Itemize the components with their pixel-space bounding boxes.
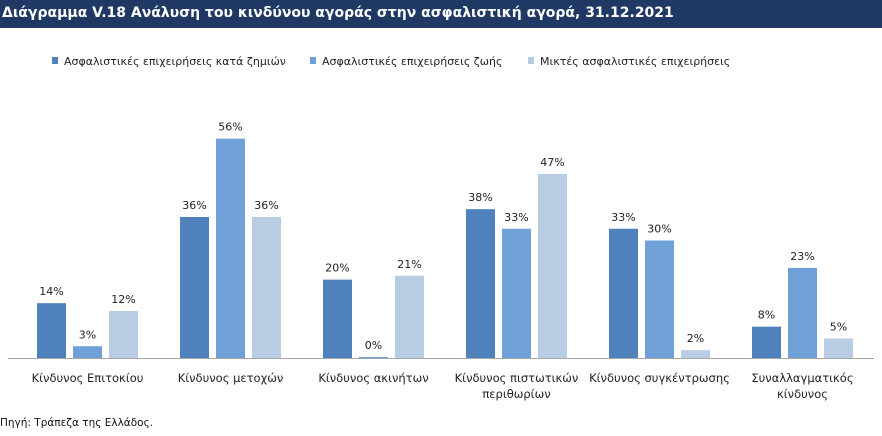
data-label: 14%: [39, 285, 63, 298]
legend-label: Ασφαλιστικές επιχειρήσεις κατά ζημιών: [64, 55, 286, 68]
bar: [681, 350, 710, 358]
data-label: 20%: [325, 262, 349, 275]
title-bar: Διάγραμμα V.18 Ανάλυση του κινδύνου αγορ…: [0, 0, 882, 28]
bar-chart: Ασφαλιστικές επιχειρήσεις κατά ζημιών Ασφ…: [8, 55, 874, 401]
bar: [37, 303, 66, 358]
bar: [180, 217, 209, 358]
data-label: 36%: [182, 199, 206, 212]
data-label: 23%: [790, 250, 814, 263]
bar: [323, 279, 352, 358]
data-label: 33%: [611, 211, 635, 224]
data-label: 3%: [79, 328, 96, 341]
data-label: 12%: [111, 293, 135, 306]
legend-label: Μικτές ασφαλιστικές επιχειρήσεις: [540, 55, 730, 68]
data-label: 5%: [830, 320, 847, 333]
legend-label: Ασφαλιστικές επιχειρήσεις ζωής: [322, 55, 502, 68]
bar: [788, 267, 817, 358]
bar: [645, 240, 674, 358]
legend-swatch: [52, 57, 58, 64]
category-label: Κίνδυνος μετοχών: [178, 371, 284, 385]
category-label: Κίνδυνος Επιτοκίου: [32, 371, 144, 385]
bar: [502, 228, 531, 358]
bar: [73, 346, 102, 358]
data-label: 36%: [254, 199, 278, 212]
bar: [824, 338, 853, 358]
bar: [609, 228, 638, 358]
category-label: κίνδυνος: [777, 387, 828, 401]
bar: [109, 311, 138, 358]
data-label: 21%: [397, 258, 421, 271]
data-label: 0%: [365, 339, 382, 352]
bar: [752, 326, 781, 358]
bar: [466, 209, 495, 358]
category-label: Συναλλαγματικός: [751, 371, 853, 385]
chart-title: Διάγραμμα V.18 Ανάλυση του κινδύνου αγορ…: [2, 5, 674, 21]
bar: [538, 173, 567, 358]
category-label: Κίνδυνος πιστωτικών: [455, 371, 579, 385]
data-label: 56%: [218, 121, 242, 134]
data-label: 2%: [687, 332, 704, 345]
data-label: 47%: [540, 156, 564, 169]
bar: [359, 357, 388, 358]
source-note: Πηγή: Τράπεζα της Ελλάδος.: [0, 417, 154, 429]
data-label: 38%: [468, 191, 492, 204]
legend-swatch: [528, 57, 534, 64]
legend-swatch: [310, 57, 316, 64]
data-label: 30%: [647, 223, 671, 236]
category-label: περιθωρίων: [482, 387, 550, 401]
bar: [395, 275, 424, 358]
data-label: 33%: [504, 211, 528, 224]
bar: [252, 217, 281, 358]
category-label: Κίνδυνος συγκέντρωσης: [589, 371, 730, 385]
bar: [216, 138, 245, 358]
category-label: Κίνδυνος ακινήτων: [318, 371, 428, 385]
data-label: 8%: [758, 309, 775, 322]
